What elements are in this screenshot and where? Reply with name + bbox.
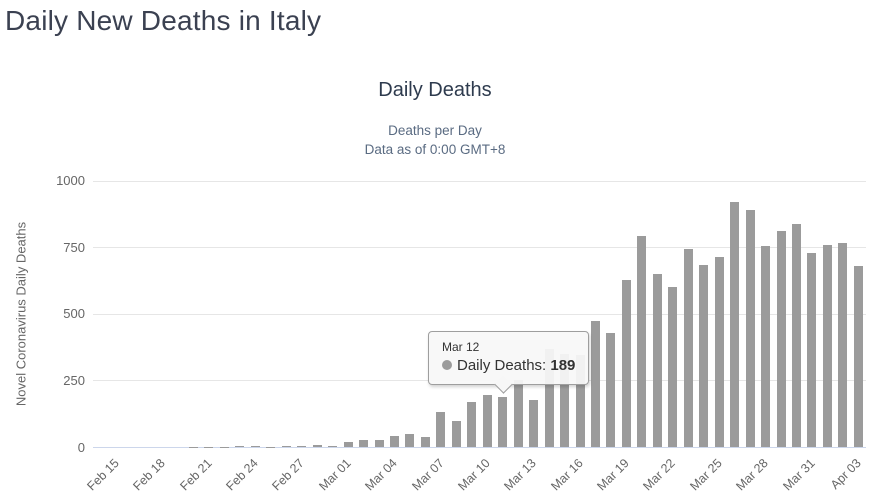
- x-tick-label: Mar 07: [408, 456, 447, 494]
- bar-feb-27[interactable]: [281, 445, 291, 447]
- bar-feb-28[interactable]: [297, 445, 307, 447]
- bar-mar-15[interactable]: [544, 349, 554, 447]
- bar-mar-11[interactable]: [482, 394, 492, 447]
- x-tick-label: Mar 01: [316, 456, 354, 494]
- bar-mar-31[interactable]: [791, 224, 801, 447]
- y-tick-label: 500: [63, 306, 85, 322]
- bar-mar-02[interactable]: [343, 442, 353, 447]
- bar-mar-10[interactable]: [467, 402, 477, 447]
- tooltip-row: Daily Deaths: 189: [442, 355, 575, 376]
- x-tick-label: Mar 28: [733, 456, 772, 494]
- x-tick-label: Mar 16: [547, 456, 586, 494]
- y-gridline: [93, 247, 866, 249]
- y-gridline: [93, 180, 866, 182]
- x-axis-line: [93, 447, 866, 448]
- bar-mar-28[interactable]: [745, 210, 755, 447]
- bar-mar-27[interactable]: [730, 202, 740, 447]
- bar-mar-30[interactable]: [776, 230, 786, 447]
- tooltip-callout-arrow-icon: [494, 375, 513, 394]
- tooltip-header: Mar 12: [442, 340, 480, 354]
- bar-mar-01[interactable]: [328, 445, 338, 447]
- bar-feb-29[interactable]: [312, 444, 322, 447]
- bar-mar-09[interactable]: [451, 421, 461, 447]
- bar-mar-16[interactable]: [560, 354, 569, 447]
- y-tick-label: 250: [63, 372, 85, 388]
- x-tick-label: Feb 21: [176, 456, 215, 494]
- chart-title: Daily Deaths: [378, 79, 492, 101]
- bar-apr-01[interactable]: [807, 253, 817, 447]
- bar-apr-02[interactable]: [822, 244, 832, 447]
- bar-mar-07[interactable]: [420, 437, 430, 447]
- bar-feb-24[interactable]: [235, 445, 245, 447]
- chart-subtitle: Deaths per Day Data as of 0:00 GMT+8: [0, 121, 870, 159]
- bar-mar-22[interactable]: [652, 273, 662, 447]
- bar-mar-26[interactable]: [714, 257, 724, 447]
- bar-feb-25[interactable]: [250, 446, 260, 447]
- tooltip-value: 189: [550, 357, 576, 374]
- bar-mar-29[interactable]: [761, 245, 770, 447]
- series-marker-icon: [442, 360, 452, 370]
- x-tick-label: Mar 25: [687, 456, 725, 494]
- x-tick-label: Mar 31: [779, 456, 818, 494]
- x-tick-label: Mar 22: [640, 456, 679, 494]
- x-tick-label: Feb 27: [269, 456, 308, 494]
- x-tick-label: Mar 19: [594, 456, 632, 494]
- chart-subtitle-line2: Data as of 0:00 GMT+8: [364, 142, 506, 157]
- bar-mar-05[interactable]: [390, 436, 399, 447]
- bar-apr-03[interactable]: [838, 243, 848, 447]
- x-tick-label: Mar 10: [455, 456, 493, 494]
- x-tick-label: Mar 13: [501, 456, 540, 494]
- bar-mar-18[interactable]: [591, 320, 600, 447]
- x-tick-label: Feb 24: [223, 456, 261, 494]
- bar-mar-21[interactable]: [637, 235, 647, 447]
- y-tick-label: 750: [63, 239, 85, 255]
- bar-mar-08[interactable]: [436, 411, 446, 447]
- x-tick-label: Feb 15: [84, 456, 122, 494]
- y-gridline: [93, 313, 866, 315]
- bar-mar-25[interactable]: [699, 265, 709, 447]
- bar-mar-17[interactable]: [575, 355, 585, 447]
- bar-mar-24[interactable]: [683, 249, 693, 447]
- bar-mar-13[interactable]: [513, 380, 523, 447]
- bar-feb-26[interactable]: [266, 446, 276, 447]
- tooltip: Mar 12 Daily Deaths: 189: [428, 331, 590, 394]
- bar-mar-03[interactable]: [359, 439, 369, 447]
- bar-mar-04[interactable]: [374, 439, 384, 447]
- bar-mar-12[interactable]: [498, 396, 508, 447]
- y-tick-label: 0: [77, 439, 85, 455]
- bar-mar-19[interactable]: [606, 333, 616, 447]
- bar-apr-04[interactable]: [853, 265, 863, 447]
- bar-mar-06[interactable]: [405, 434, 415, 447]
- bar-mar-20[interactable]: [621, 280, 631, 447]
- x-tick-label: Apr 03: [827, 456, 864, 492]
- page-title: Daily New Deaths in Italy: [5, 5, 322, 36]
- x-tick-label: Mar 04: [362, 456, 400, 494]
- bar-mar-23[interactable]: [668, 287, 678, 447]
- bar-mar-14[interactable]: [529, 400, 539, 447]
- tooltip-series-label: Daily Deaths:: [457, 357, 547, 374]
- chart-subtitle-line1: Deaths per Day: [388, 123, 482, 138]
- y-tick-label: 1000: [56, 173, 85, 189]
- x-tick-label: Feb 18: [130, 456, 169, 494]
